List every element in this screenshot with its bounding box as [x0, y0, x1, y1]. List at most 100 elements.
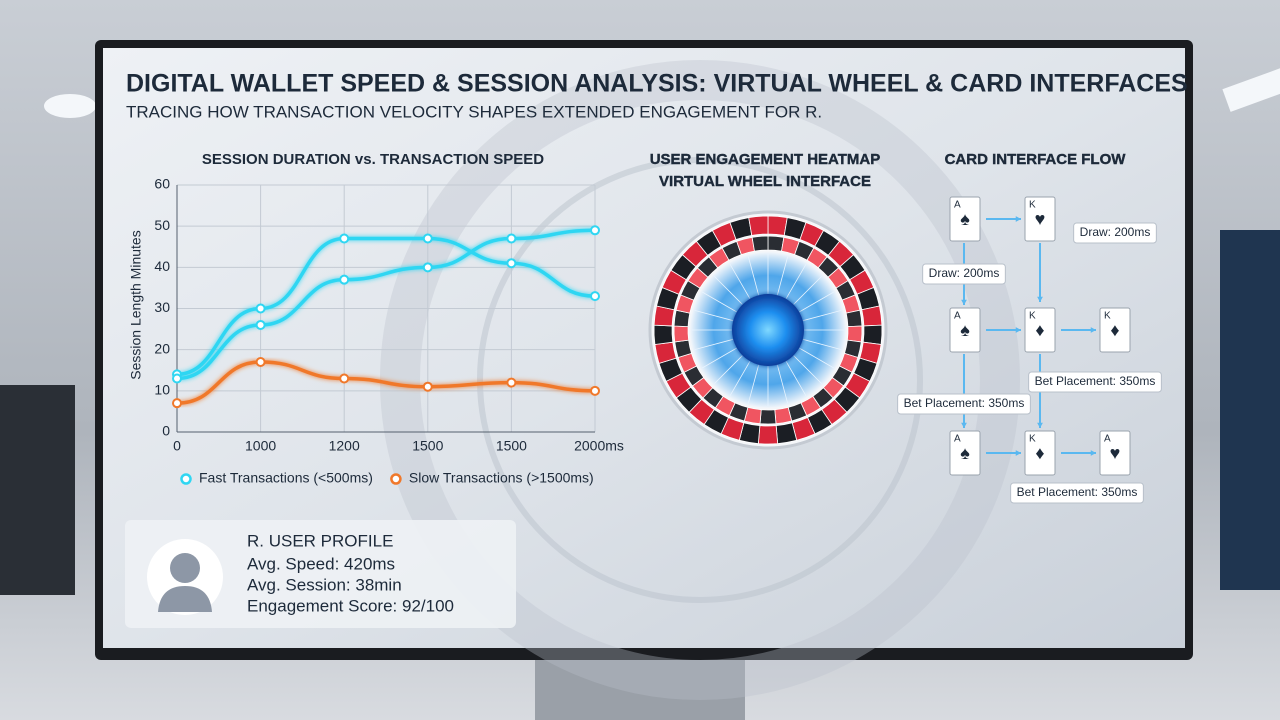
background-screen — [1220, 230, 1280, 590]
ceiling-light — [1222, 65, 1280, 112]
playing-card — [949, 430, 981, 476]
flow-arrowhead — [1090, 327, 1096, 333]
card-rank: A — [954, 434, 961, 445]
y-tick-label: 50 — [154, 217, 170, 233]
wheel-spoke — [776, 364, 789, 404]
data-point — [422, 381, 433, 392]
heatmap-subtitle: VIRTUAL WHEEL INTERFACE — [659, 173, 871, 190]
wheel-segment — [767, 235, 785, 252]
data-point — [255, 319, 266, 330]
card-rank: K — [1029, 311, 1036, 322]
profile-score: Engagement Score: 92/100 — [247, 596, 454, 615]
heatmap-title: USER ENGAGEMENT HEATMAP — [650, 151, 881, 168]
wheel-segment — [862, 324, 883, 345]
roulette-wheel — [648, 210, 888, 450]
wheel-spoke — [701, 347, 738, 369]
card-suit: ♠ — [960, 320, 970, 340]
x-tick-label: 2000ms — [574, 438, 624, 454]
card-suit: ♦ — [1035, 443, 1044, 463]
wheel-spoke — [798, 291, 835, 313]
legend-marker — [180, 473, 192, 485]
wheel-segment — [846, 325, 863, 343]
data-point — [255, 357, 266, 368]
card-suit: ♥ — [1035, 209, 1046, 229]
series-line — [176, 360, 596, 405]
playing-card — [949, 307, 981, 353]
flow-arrowhead — [961, 422, 967, 428]
card-suit: ♦ — [1110, 320, 1119, 340]
x-tick-label: 1200 — [329, 438, 360, 454]
card-rank: A — [1104, 434, 1111, 445]
ceiling-light — [44, 94, 96, 118]
card-rank: K — [1104, 311, 1111, 322]
series-line — [176, 236, 596, 377]
background-screen — [0, 385, 75, 595]
data-point — [339, 274, 350, 285]
wheel-spoke — [793, 275, 823, 305]
playing-card — [1024, 196, 1056, 242]
wheel-segment — [845, 309, 863, 328]
wheel-segment — [759, 409, 777, 425]
page-subtitle: TRACING HOW TRANSACTION VELOCITY SHAPES … — [126, 102, 822, 121]
wheel-spoke — [747, 256, 760, 296]
profile-panel — [125, 520, 516, 628]
background-wheel — [477, 157, 923, 603]
wheel-spoke — [729, 360, 751, 397]
data-point — [172, 373, 182, 384]
y-tick-label: 40 — [154, 258, 170, 274]
legend-marker — [390, 473, 402, 485]
card-flow-title: CARD INTERFACE FLOW — [945, 151, 1127, 168]
avatar-head — [170, 553, 200, 583]
wheel-segment — [748, 215, 769, 236]
y-axis-label: Session Length Minutes — [128, 230, 144, 379]
x-tick-label: 1500 — [412, 438, 443, 454]
y-tick-label: 10 — [154, 382, 170, 398]
wheel-segment — [861, 305, 883, 327]
profile-session: Avg. Session: 38min — [247, 575, 402, 594]
wheel-spoke — [713, 355, 743, 385]
wheel-spoke — [793, 355, 823, 385]
wheel-spoke — [802, 309, 842, 322]
legend-label: Slow Transactions (>1500ms) — [409, 470, 594, 486]
wheel-segment — [653, 324, 674, 345]
data-point — [506, 258, 517, 269]
wheel-spoke — [776, 256, 789, 296]
flow-arrowhead — [1015, 450, 1021, 456]
profile-title: R. USER PROFILE — [247, 531, 393, 550]
flow-label-box — [1028, 371, 1162, 393]
y-tick-label: 20 — [154, 340, 170, 356]
wheel-spoke — [694, 309, 734, 322]
wheel-segment — [774, 406, 793, 425]
wheel-segment — [751, 235, 769, 252]
profile-speed: Avg. Speed: 420ms — [247, 554, 395, 573]
data-point — [339, 233, 350, 244]
monitor-stand — [535, 650, 745, 720]
legend-label: Fast Transactions (<500ms) — [199, 470, 373, 486]
flow-label: Bet Placement: 350ms — [904, 396, 1025, 410]
data-point — [506, 377, 517, 388]
data-point — [422, 262, 433, 273]
card-rank: A — [954, 200, 961, 211]
wheel-spoke — [798, 347, 835, 369]
card-rank: K — [1029, 434, 1036, 445]
wheel-spoke — [713, 275, 743, 305]
data-point — [339, 373, 350, 384]
background-wheel — [380, 60, 1020, 700]
data-point — [590, 385, 600, 396]
flow-label-box — [897, 393, 1031, 415]
flow-arrowhead — [961, 299, 967, 305]
y-tick-label: 30 — [154, 299, 170, 315]
wheel-spoke — [785, 263, 807, 300]
playing-card — [1099, 307, 1131, 353]
data-point — [590, 291, 600, 302]
wheel-spoke — [747, 364, 760, 404]
flow-label-box — [1073, 222, 1157, 244]
wheel-spoke — [694, 338, 734, 351]
playing-card — [1099, 430, 1131, 476]
flow-arrowhead — [1037, 422, 1043, 428]
card-rank: K — [1029, 200, 1036, 211]
flow-label: Draw: 200ms — [929, 266, 1000, 280]
